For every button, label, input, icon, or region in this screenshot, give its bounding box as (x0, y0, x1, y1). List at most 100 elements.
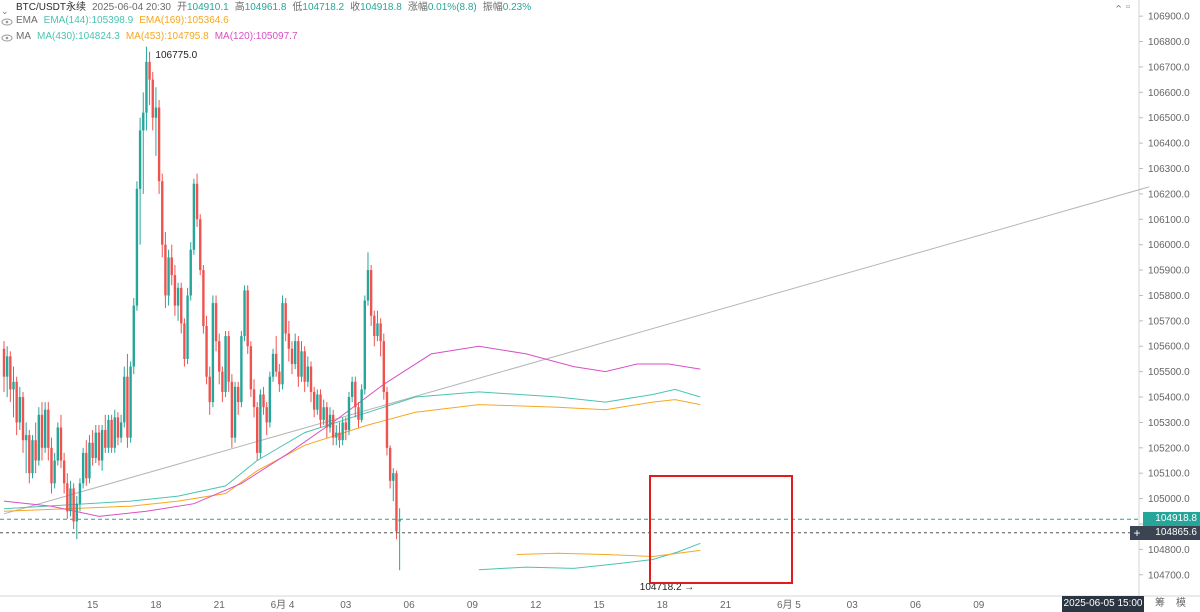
candle-down (230, 381, 234, 438)
candle-down (199, 219, 202, 271)
line-ema144 (3, 388, 701, 510)
candle-down (173, 275, 177, 306)
crosshair-time-label: 2025-06-05 15:00 (1062, 596, 1144, 612)
legend-low-value: 104718.2 (302, 2, 345, 13)
candle-down (205, 325, 208, 377)
eye-icon[interactable] (1, 32, 13, 42)
candle-up (271, 353, 275, 377)
add-alert-button[interactable]: + (1130, 525, 1144, 540)
candle-up (360, 389, 363, 420)
legend-low-label: 低 (292, 2, 303, 13)
candle-down (9, 356, 12, 390)
ma453-value: MA(453):104795.8 (125, 31, 209, 42)
candle-down (180, 287, 183, 324)
candle-up (176, 287, 180, 306)
legend-close-label: 收 (350, 2, 361, 13)
candle-down (214, 303, 218, 342)
ema-indicator-label[interactable]: EMA (16, 15, 38, 26)
collapse-chevron-icon[interactable]: ⌄ (1, 6, 9, 17)
legend-row-ema: EMA EMA(144):105398.9 EMA(169):105364.6 (0, 13, 229, 29)
candle-up (5, 356, 9, 377)
candle-down (344, 422, 348, 431)
ma-indicator-label[interactable]: MA (16, 31, 31, 42)
candle-up (335, 432, 338, 438)
candle-down (297, 341, 300, 377)
candle-down (202, 270, 205, 326)
price-tick-label: 105200.0 (1148, 443, 1190, 454)
trend-line[interactable] (3, 186, 1150, 515)
time-tick-label: 09 (467, 600, 479, 611)
expand-icon[interactable]: ⌃ (1114, 4, 1124, 16)
trend-line-group[interactable] (3, 186, 1150, 515)
candle-down (116, 417, 120, 438)
price-tick-label: 105700.0 (1148, 316, 1190, 327)
time-tick-label: 18 (150, 600, 162, 611)
candle-up (12, 381, 15, 390)
candle-down (385, 391, 389, 448)
price-tick-label: 105900.0 (1148, 266, 1190, 277)
candle-up (31, 440, 34, 474)
candle-down (319, 394, 322, 420)
candle-down (62, 460, 66, 484)
candle-up (129, 366, 132, 438)
candle-down (373, 315, 376, 337)
candle-down (183, 323, 186, 359)
cursor-price-tag: 104865.6 (1143, 525, 1200, 540)
price-tick-label: 106100.0 (1148, 215, 1190, 226)
candle-up (37, 414, 41, 461)
candle-down (312, 391, 316, 410)
candle-down (284, 303, 287, 334)
candle-down (249, 346, 253, 390)
highlight-box (649, 475, 793, 584)
candle-down (246, 290, 249, 347)
candle-down (331, 414, 335, 438)
candle-up (107, 419, 110, 448)
candle-up (69, 488, 72, 512)
ma430-value: MA(430):104824.3 (37, 31, 120, 42)
candle-up (398, 519, 401, 522)
candle-up (24, 435, 28, 441)
candle-up (243, 290, 246, 337)
time-tick-label: 18 (657, 600, 669, 611)
last-price-tag: 104918.8 (1143, 512, 1200, 527)
candle-up (123, 376, 126, 423)
candle-down (287, 333, 291, 349)
candle-down (148, 61, 151, 80)
candle-up (281, 303, 284, 385)
candle-down (15, 381, 18, 423)
candle-up (306, 366, 310, 382)
candle-up (135, 188, 139, 306)
candle-up (189, 249, 192, 296)
price-axis[interactable]: 104700.0104800.0104900.0105000.0105100.0… (1139, 12, 1190, 582)
candle-up (113, 417, 116, 448)
eye-icon[interactable] (1, 16, 13, 26)
price-tick-label: 106000.0 (1148, 240, 1190, 251)
candle-down (262, 394, 265, 408)
ema169-value: EMA(169):105364.6 (139, 15, 229, 26)
chart-settings-icon[interactable]: ▫ (1126, 1, 1130, 13)
candle-up (78, 483, 82, 504)
candle-down (2, 348, 6, 377)
price-tick-label: 105100.0 (1148, 469, 1190, 480)
time-tick-label: 06 (910, 600, 922, 611)
legend-open-value: 104910.1 (186, 2, 229, 13)
time-axis[interactable]: 15 18 21 6月 4 03 06 09 12 15 18 21 6月 5 03 06 09 (87, 599, 985, 611)
candle-up (293, 341, 297, 365)
time-tick-label: 21 (214, 600, 226, 611)
candle-down (34, 440, 37, 461)
candle-up (145, 61, 148, 113)
corner-label-1: 筹 (1155, 598, 1165, 609)
corner-label-2: 模 (1176, 598, 1186, 609)
candle-down (303, 351, 306, 382)
candle-up (268, 376, 272, 423)
price-tick-label: 105000.0 (1148, 494, 1190, 505)
candle-up (186, 295, 189, 359)
candle-down (218, 341, 221, 372)
candle-up (322, 407, 325, 420)
candle-down (66, 483, 69, 512)
candle-down (325, 407, 329, 428)
time-tick-label: 09 (973, 600, 985, 611)
candle-down (21, 397, 25, 441)
